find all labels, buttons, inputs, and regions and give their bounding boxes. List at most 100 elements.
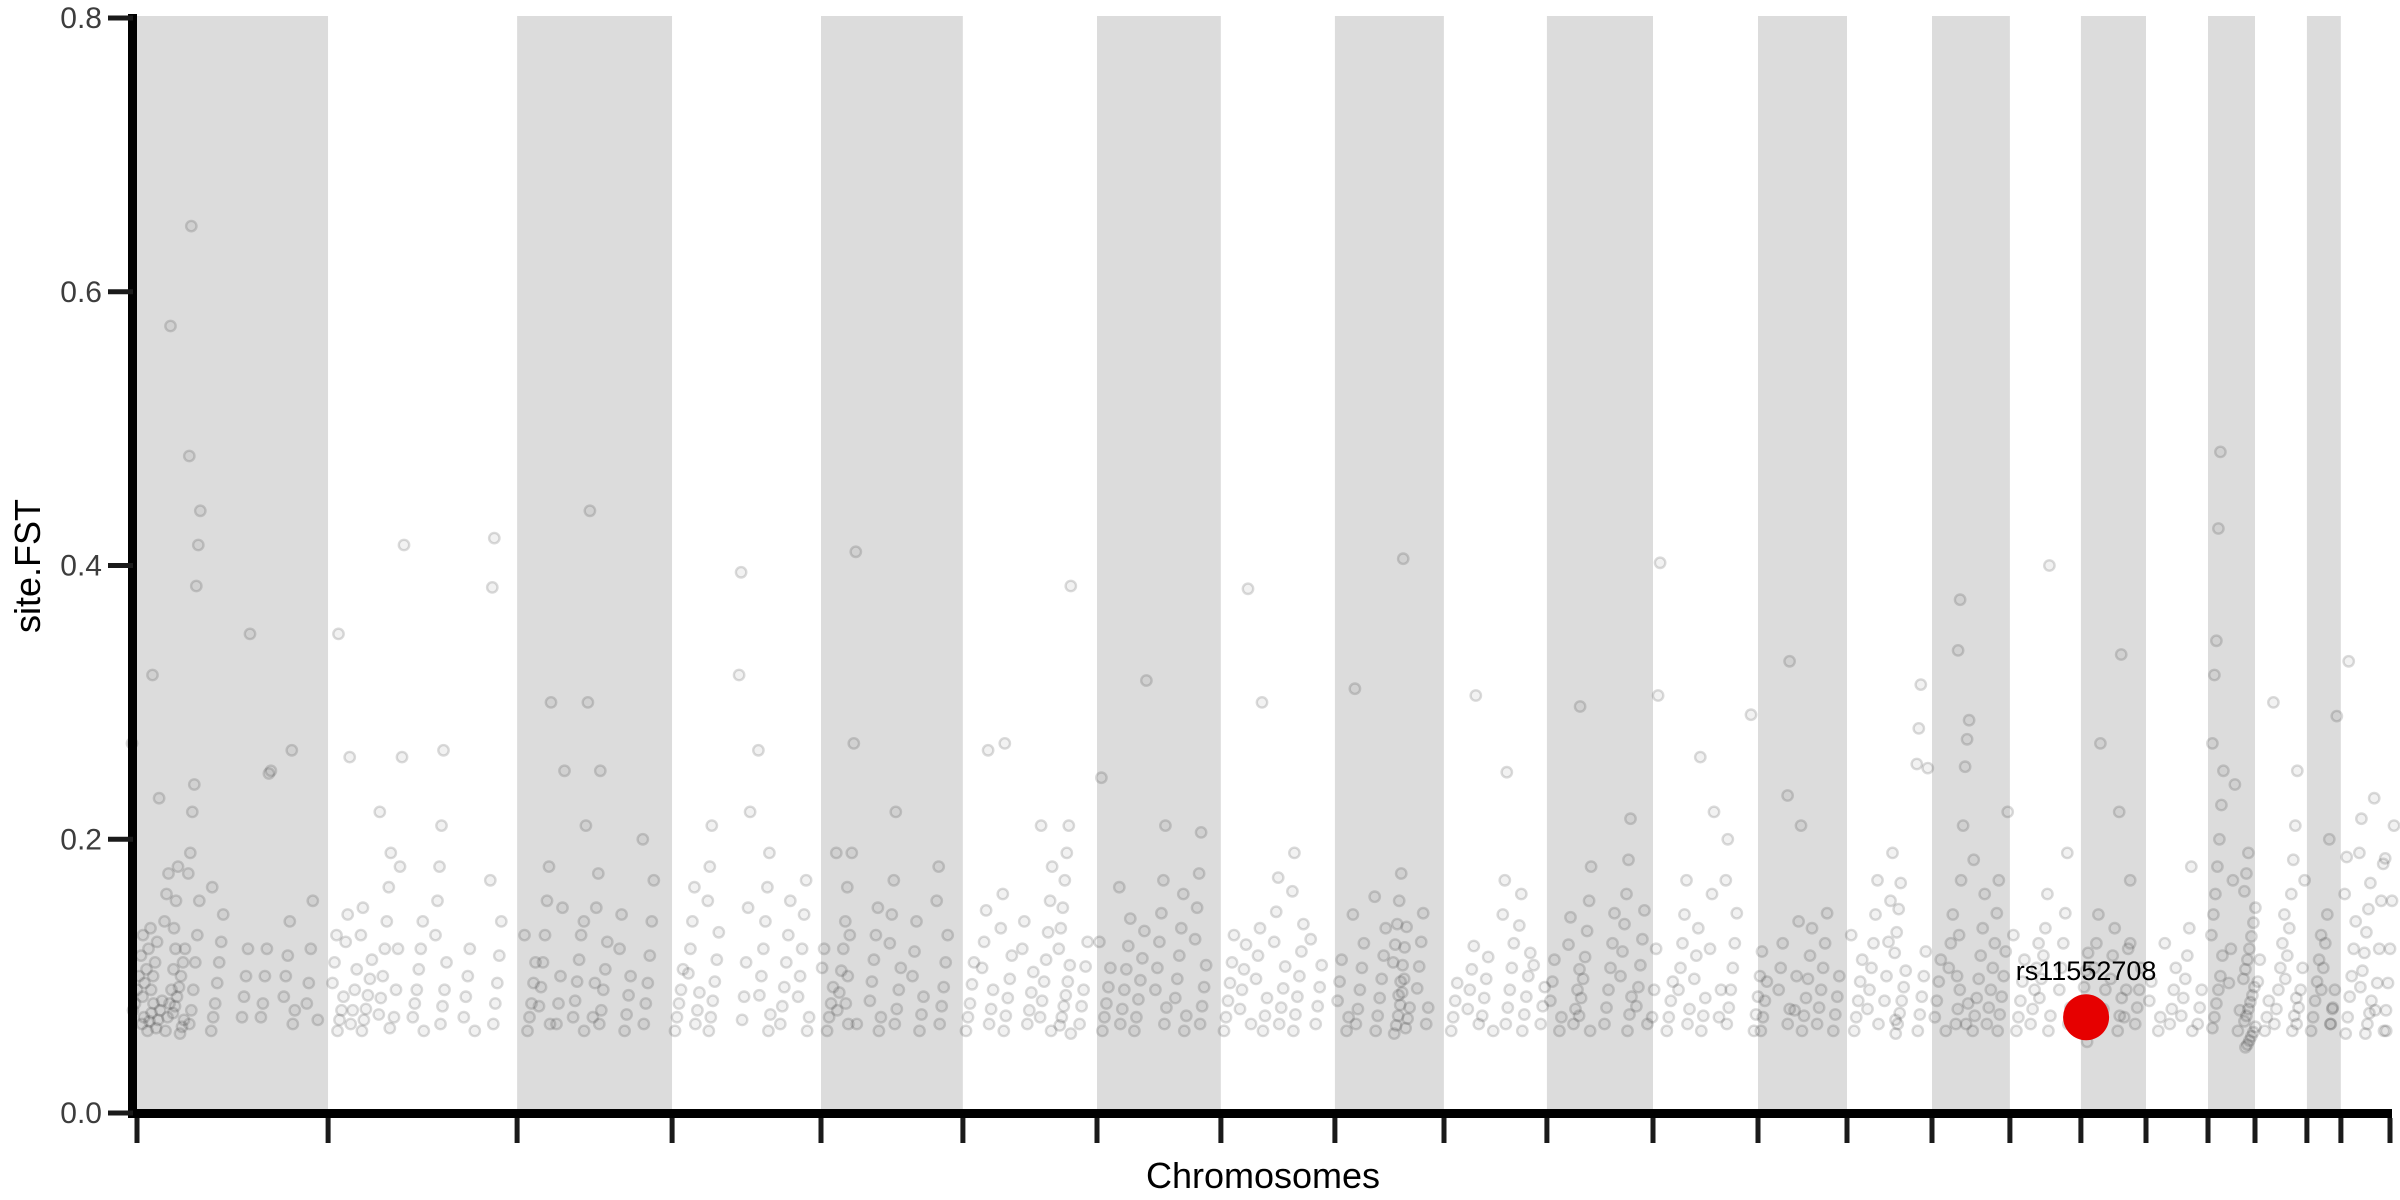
snp-point xyxy=(2028,983,2042,997)
snp-point xyxy=(1942,961,1956,975)
snp-point xyxy=(795,942,809,956)
snp-point xyxy=(2242,1034,2256,1047)
snp-point xyxy=(144,921,157,935)
snp-point xyxy=(913,1024,926,1038)
snp-point xyxy=(1512,919,1526,932)
snp-point xyxy=(1297,917,1310,931)
snp-point xyxy=(2385,894,2399,908)
snp-point xyxy=(1079,960,1093,973)
snp-point xyxy=(1946,908,1960,921)
snp-point xyxy=(1388,938,1402,951)
snp-point xyxy=(2237,1014,2251,1028)
snp-point xyxy=(527,976,540,990)
snp-point xyxy=(2267,1017,2281,1031)
snp-point xyxy=(1895,994,1909,1008)
snp-point xyxy=(2010,1024,2023,1038)
snp-point xyxy=(2280,949,2294,962)
snp-point xyxy=(2018,953,2031,967)
snp-point xyxy=(865,975,879,988)
snp-point xyxy=(1572,1009,1586,1023)
axes-layer: 0.0 0.2 0.4 0.6 0.8 site.FST Chromosomes xyxy=(7,2,2393,1196)
snp-point xyxy=(1928,1010,1942,1024)
snp-point xyxy=(1017,915,1031,928)
snp-point xyxy=(355,1024,369,1038)
snp-point xyxy=(577,915,591,928)
snp-point xyxy=(2119,983,2133,997)
snp-point xyxy=(1134,973,1147,987)
snp-point xyxy=(1893,1006,1907,1020)
snp-point xyxy=(693,986,706,999)
snp-point xyxy=(1959,1017,1973,1031)
snp-point xyxy=(408,997,422,1010)
snp-point xyxy=(1394,867,1408,880)
snp-point xyxy=(2353,980,2367,994)
snp-point xyxy=(1886,846,1899,860)
snp-point xyxy=(1176,887,1190,901)
snp-point xyxy=(872,1024,886,1038)
snp-point xyxy=(189,579,203,593)
snp-point xyxy=(829,846,843,860)
snp-point xyxy=(485,581,499,594)
snp-point xyxy=(1636,932,1649,946)
snp-point xyxy=(1523,946,1537,960)
highlight-layer: rs11552708 xyxy=(2016,956,2156,1041)
snp-point xyxy=(391,942,405,956)
snp-point xyxy=(181,867,195,880)
snp-point xyxy=(1396,552,1410,566)
snp-point xyxy=(374,991,388,1005)
chromosome-band-17 xyxy=(2080,16,2146,1109)
snp-point xyxy=(412,962,426,976)
snp-point xyxy=(589,901,603,915)
snp-point xyxy=(618,1024,631,1038)
snp-point xyxy=(682,967,695,980)
snp-point xyxy=(1024,986,1038,999)
snp-point xyxy=(1115,1002,1129,1016)
snp-point xyxy=(688,880,701,894)
snp-point xyxy=(961,1010,975,1024)
snp-point xyxy=(840,880,854,894)
snp-point xyxy=(380,915,394,928)
y-axis-ticks xyxy=(108,15,133,1116)
snp-point xyxy=(2304,1024,2318,1038)
snp-point xyxy=(1311,999,1325,1013)
snp-point xyxy=(141,1024,154,1038)
snp-point xyxy=(1569,1002,1582,1016)
snp-point xyxy=(1951,1002,1965,1016)
snp-point xyxy=(2209,997,2223,1010)
snp-point xyxy=(167,921,181,935)
snp-point xyxy=(356,901,370,915)
snp-point xyxy=(2007,928,2020,942)
snp-point xyxy=(1465,962,1479,976)
snp-point xyxy=(2058,906,2072,920)
snp-point xyxy=(288,1003,302,1017)
snp-point xyxy=(636,832,650,846)
snp-point xyxy=(2339,1027,2353,1041)
snp-point xyxy=(1392,894,1406,908)
snp-point xyxy=(2358,1027,2372,1041)
snp-point xyxy=(1783,654,1797,668)
snp-point xyxy=(2130,1001,2144,1014)
snp-point xyxy=(1064,579,1078,593)
snp-point xyxy=(1953,983,1967,997)
snp-point xyxy=(799,873,813,887)
snp-point xyxy=(1571,983,1584,997)
snp-point xyxy=(532,999,546,1013)
snp-point xyxy=(574,928,588,942)
snp-point xyxy=(1062,819,1076,832)
snp-point xyxy=(2035,972,2048,986)
snp-point xyxy=(1309,1017,1323,1031)
snp-point xyxy=(863,994,877,1008)
snp-point xyxy=(1812,1001,1826,1014)
snp-point xyxy=(1988,936,2002,950)
snp-point xyxy=(162,867,175,880)
snp-point xyxy=(1967,853,1981,867)
snp-point xyxy=(1564,910,1577,924)
snp-point xyxy=(800,1024,814,1038)
snp-point xyxy=(1514,887,1528,901)
snp-point xyxy=(777,980,791,994)
snp-point xyxy=(2368,1003,2382,1017)
snp-point xyxy=(1951,644,1965,657)
snp-point xyxy=(1192,867,1206,880)
snp-point xyxy=(1098,1010,1111,1024)
